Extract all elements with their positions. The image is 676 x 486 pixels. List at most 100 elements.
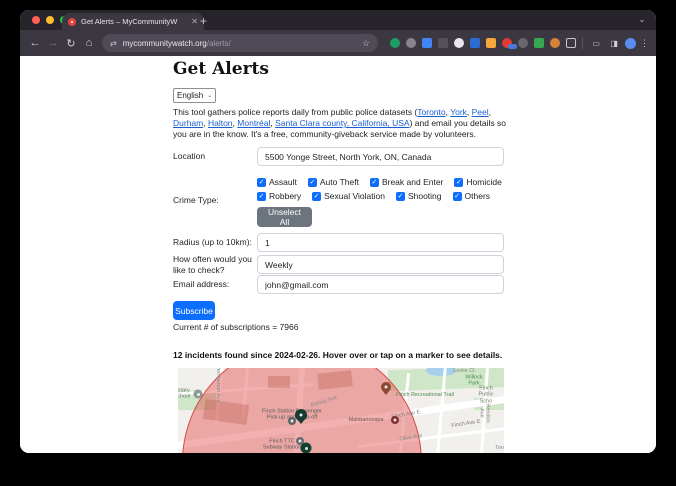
map-label: Toron — [495, 444, 504, 451]
extensions-puzzle-glyph — [566, 38, 577, 48]
trail-marker-tip — [382, 390, 390, 395]
intro-link-toronto[interactable]: Toronto — [417, 107, 446, 117]
tab-strip: Get Alerts – MyCommunityW ✕ + ⌄ — [20, 10, 656, 30]
crime-checkbox-break-and-enter[interactable]: ✓ Break and Enter — [369, 177, 444, 187]
email-input[interactable] — [257, 275, 504, 294]
browser-menu-icon[interactable]: ⋮ — [640, 37, 650, 48]
crime-checkbox-homicide[interactable]: ✓ Homicide — [454, 177, 502, 187]
bookmark-star-icon[interactable]: ☆ — [362, 37, 371, 48]
crime-checkbox-auto-theft[interactable]: ✓ Auto Theft — [307, 177, 359, 187]
forward-icon[interactable]: → — [47, 37, 59, 49]
close-window-button[interactable] — [32, 16, 40, 24]
extension-green-circle-icon[interactable] — [390, 38, 401, 48]
crime-type-row-1: ✓ Assault ✓ Auto Theft ✓ Break and Enter ✓ Homi… — [257, 177, 502, 187]
crime-checkbox-shooting[interactable]: ✓ Shooting — [395, 191, 442, 201]
reload-icon[interactable]: ↻ — [66, 37, 76, 50]
results-heading: 12 incidents found since 2024-02-26. Hov… — [173, 350, 503, 360]
checkbox-checked-icon[interactable]: ✓ — [369, 177, 379, 187]
checkbox-checked-icon[interactable]: ✓ — [454, 177, 464, 187]
new-tab-button[interactable]: + — [200, 14, 208, 28]
extension-white-globe-icon[interactable] — [454, 38, 465, 48]
checkbox-label: Break and Enter — [381, 177, 444, 187]
side-panel-icon[interactable]: ◨ — [610, 38, 618, 48]
checkbox-checked-icon[interactable]: ✓ — [257, 191, 266, 201]
checkbox-label: Homicide — [466, 177, 502, 187]
school-marker[interactable] — [193, 389, 203, 399]
language-select[interactable]: English ⌄ — [173, 88, 217, 103]
map-label: Hendon Ave — [478, 403, 491, 423]
extension-amber-circle-glyph — [550, 38, 561, 48]
extension-amber-square-glyph — [486, 38, 497, 48]
crime-type-label: Crime Type: — [173, 195, 219, 205]
trail-marker-head — [381, 382, 391, 392]
profile-avatar[interactable] — [625, 37, 637, 49]
home-icon[interactable]: ⌂ — [85, 37, 93, 49]
browser-toolbar: ← → ↻ ⌂ ⇄ mycommunitywatch.org/alerts/ ☆… — [20, 30, 656, 56]
intro-link-halton[interactable]: Halton — [207, 118, 233, 129]
checkbox-checked-icon[interactable]: ✓ — [257, 177, 266, 187]
frequency-input[interactable] — [257, 255, 504, 274]
map-label: Leslie Ct — [453, 368, 475, 374]
checkbox-checked-icon[interactable]: ✓ — [312, 191, 322, 201]
toolbar-divider — [582, 37, 584, 49]
checkbox-checked-icon[interactable]: ✓ — [307, 177, 317, 187]
cast-icon[interactable]: ▭ — [592, 38, 600, 48]
extension-green-square-icon[interactable] — [534, 38, 545, 48]
subway-marker[interactable] — [296, 437, 304, 445]
location-input[interactable] — [257, 147, 504, 166]
crime-checkbox-sexual-violation[interactable]: ✓ Sexual Violation — [312, 191, 385, 201]
browser-window: Get Alerts – MyCommunityW ✕ + ⌄ ← → ↻ ⌂ … — [20, 10, 656, 453]
chevron-down-icon: ⌄ — [207, 93, 213, 99]
trail-marker[interactable] — [381, 382, 391, 395]
extension-amber-circle-icon[interactable] — [550, 38, 561, 48]
map-label: Pemberton Ave — [215, 368, 222, 403]
site-settings-icon[interactable]: ⇄ — [110, 38, 117, 48]
extension-blue-shield-icon[interactable] — [422, 38, 433, 48]
extension-blue-shield-glyph — [422, 38, 433, 48]
pickup-marker[interactable] — [288, 417, 296, 425]
crime-checkbox-robbery[interactable]: ✓ Robbery — [257, 191, 301, 201]
extension-dim-square-icon[interactable] — [438, 38, 449, 48]
extension-gear-icon[interactable] — [518, 38, 529, 48]
intro-link-durham[interactable]: Durham — [173, 118, 204, 129]
address-bar[interactable]: ⇄ mycommunitywatch.org/alerts/ ☆ — [102, 34, 379, 52]
minimize-window-button[interactable] — [46, 16, 54, 24]
crime-type-row-2: ✓ Robbery ✓ Sexual Violation ✓ Shooting ✓ Other… — [257, 191, 490, 201]
tab-search-button[interactable]: ⌄ — [638, 15, 646, 24]
extension-green-square-glyph — [534, 38, 545, 48]
map-label: Finch TTC Subway Station — [262, 438, 302, 451]
radius-input[interactable] — [257, 233, 504, 252]
browser-tab[interactable]: Get Alerts – MyCommunityW ✕ — [62, 13, 204, 30]
subscriptions-count: Current # of subscriptions = 7966 — [173, 322, 299, 332]
extension-amber-square-icon[interactable] — [486, 38, 497, 48]
map-label: Finch Recreational Trail — [396, 391, 454, 398]
extensions-puzzle-icon[interactable] — [566, 38, 577, 48]
checkbox-label: Sexual Violation — [324, 191, 385, 201]
intro-link-york[interactable]: York — [450, 107, 467, 117]
extension-red-flame-icon[interactable] — [502, 38, 518, 49]
incidents-map[interactable]: entary School Finch Recreational Trail Fin… — [178, 368, 504, 453]
crime-checkbox-assault[interactable]: ✓ Assault — [257, 177, 297, 187]
tab-close-icon[interactable]: ✕ — [191, 17, 198, 26]
intro-link-montr-al[interactable]: Montréal — [237, 118, 271, 129]
site-favicon-pin-icon — [68, 17, 76, 26]
station-marker[interactable] — [300, 442, 312, 453]
map-label: Mahbanoospa — [348, 416, 384, 423]
back-icon[interactable]: ← — [29, 37, 41, 49]
checkbox-checked-icon[interactable]: ✓ — [395, 191, 405, 201]
extension-gray-circle-icon[interactable] — [406, 38, 417, 48]
checkbox-label: Others — [464, 191, 491, 201]
crime-checkbox-others[interactable]: ✓ Others — [452, 191, 491, 201]
extension-blue-briefcase-icon[interactable] — [470, 38, 481, 48]
incident-marker[interactable] — [295, 409, 307, 424]
incident-marker-head — [295, 409, 307, 421]
intro-link-peel[interactable]: Peel — [471, 107, 489, 117]
poi-marker[interactable] — [391, 416, 399, 424]
extension-gray-circle-glyph — [406, 38, 417, 48]
unselect-all-button[interactable]: Unselect All — [257, 207, 312, 227]
intro-link-santa-clara-county-california-usa[interactable]: Santa Clara county, California, USA — [275, 118, 410, 129]
extensions-row — [390, 38, 577, 49]
subscribe-button[interactable]: Subscribe — [173, 301, 215, 320]
checkbox-checked-icon[interactable]: ✓ — [452, 191, 462, 201]
